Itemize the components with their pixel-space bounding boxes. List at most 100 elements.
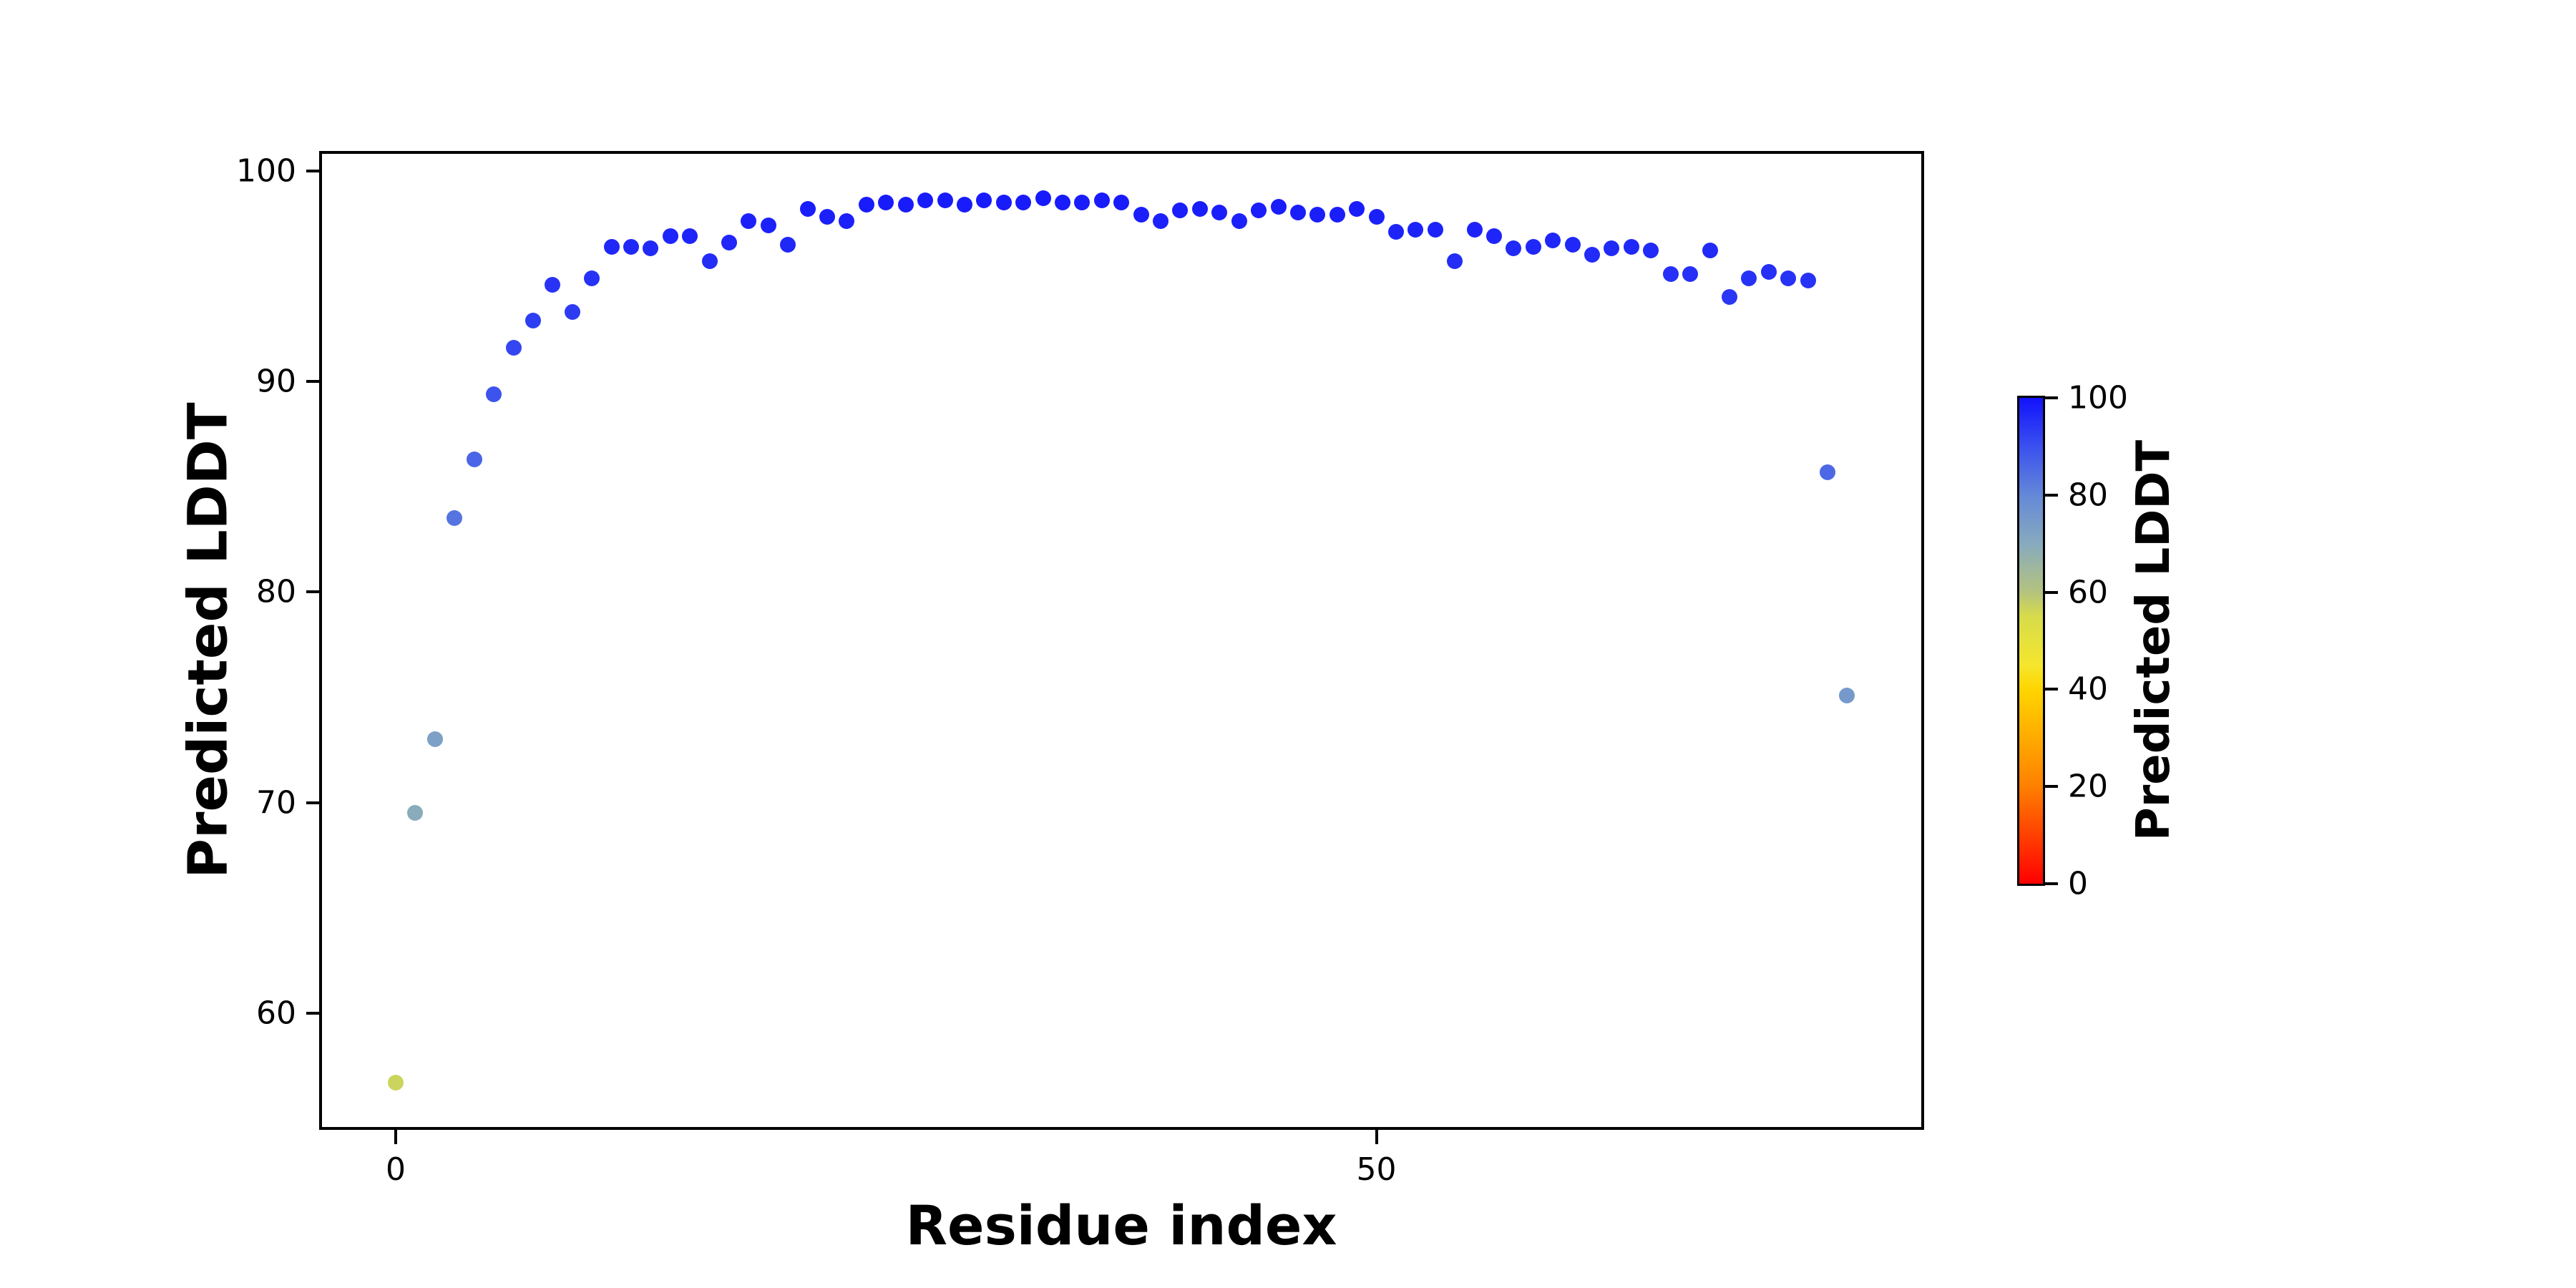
cbtick-label: 40 bbox=[2068, 670, 2108, 708]
scatter-point bbox=[701, 253, 718, 270]
x-axis-label: Residue index bbox=[905, 1194, 1337, 1257]
tick-mark bbox=[306, 169, 322, 172]
scatter-point bbox=[839, 213, 855, 230]
scatter-point bbox=[1329, 207, 1345, 223]
colorbar-gradient bbox=[2019, 398, 2043, 884]
tick-mark bbox=[306, 801, 322, 804]
scatter-point bbox=[1564, 236, 1581, 253]
scatter-point bbox=[1349, 200, 1365, 217]
colorbar-label: Predicted LDDT bbox=[2127, 439, 2180, 841]
scatter-point bbox=[603, 238, 620, 255]
scatter-point bbox=[426, 731, 443, 748]
scatter-point bbox=[1289, 205, 1306, 221]
scatter-point bbox=[1662, 265, 1679, 282]
scatter-point bbox=[662, 228, 678, 244]
scatter-point bbox=[1604, 240, 1620, 257]
scatter-point bbox=[937, 192, 953, 208]
tick-mark bbox=[2045, 688, 2058, 691]
scatter-point bbox=[976, 192, 992, 208]
scatter-point bbox=[1172, 203, 1189, 219]
scatter-point bbox=[1407, 221, 1424, 238]
scatter-point bbox=[741, 213, 757, 230]
ytick-label: 70 bbox=[256, 784, 296, 821]
scatter-point bbox=[995, 194, 1012, 210]
scatter-point bbox=[1486, 228, 1502, 244]
scatter-point bbox=[1800, 272, 1816, 288]
scatter-point bbox=[1387, 223, 1404, 240]
ytick-label: 90 bbox=[256, 363, 296, 400]
tick-mark bbox=[394, 1128, 398, 1144]
scatter-point bbox=[1466, 221, 1483, 238]
xtick-label: 0 bbox=[386, 1151, 406, 1188]
scatter-point bbox=[1721, 289, 1737, 306]
scatter-point bbox=[1682, 265, 1699, 282]
scatter-point bbox=[1153, 213, 1169, 230]
scatter-point bbox=[407, 805, 424, 821]
scatter-point bbox=[525, 312, 541, 328]
cbtick-label: 80 bbox=[2068, 477, 2108, 514]
tick-mark bbox=[2045, 396, 2058, 399]
scatter-point bbox=[1839, 687, 1855, 703]
scatter-point bbox=[1074, 194, 1091, 210]
scatter-point bbox=[878, 194, 894, 210]
scatter-point bbox=[1211, 205, 1228, 221]
scatter-point bbox=[682, 228, 698, 244]
scatter-point bbox=[819, 209, 836, 225]
xtick-label: 50 bbox=[1356, 1151, 1397, 1188]
scatter-point bbox=[1702, 243, 1718, 259]
scatter-point bbox=[917, 192, 934, 208]
scatter-point bbox=[1760, 263, 1777, 280]
scatter-point bbox=[760, 218, 776, 234]
ytick-label: 80 bbox=[256, 573, 296, 610]
scatter-point bbox=[1506, 240, 1522, 257]
scatter-point bbox=[545, 276, 561, 293]
scatter-point bbox=[1309, 207, 1326, 223]
colorbar bbox=[2017, 396, 2045, 886]
scatter-point bbox=[466, 451, 482, 467]
cbtick-label: 60 bbox=[2068, 574, 2108, 611]
scatter-point bbox=[1054, 194, 1070, 210]
tick-mark bbox=[306, 590, 322, 594]
scatter-point bbox=[1741, 270, 1757, 286]
scatter-point bbox=[1093, 192, 1110, 208]
scatter-point bbox=[1113, 194, 1130, 210]
scatter-point bbox=[1584, 247, 1601, 263]
scatter-point bbox=[1133, 207, 1149, 223]
scatter-point bbox=[897, 196, 914, 213]
scatter-point bbox=[1447, 253, 1463, 270]
scatter-point bbox=[564, 303, 580, 320]
tick-mark bbox=[306, 1012, 322, 1015]
scatter-point bbox=[623, 238, 639, 255]
tick-mark bbox=[1375, 1128, 1378, 1144]
scatter-point bbox=[447, 510, 463, 527]
ytick-label: 60 bbox=[256, 995, 296, 1032]
plot-area bbox=[319, 151, 1924, 1130]
scatter-point bbox=[1780, 270, 1797, 286]
scatter-point bbox=[643, 240, 659, 257]
scatter-point bbox=[721, 234, 738, 250]
cbtick-label: 0 bbox=[2068, 865, 2088, 902]
scatter-point bbox=[505, 339, 522, 356]
cbtick-label: 100 bbox=[2068, 379, 2128, 416]
scatter-point bbox=[1427, 221, 1443, 238]
scatter-point bbox=[1623, 238, 1639, 255]
scatter-point bbox=[1643, 243, 1659, 259]
scatter-point bbox=[1231, 213, 1247, 230]
scatter-point bbox=[1035, 190, 1051, 206]
ytick-label: 100 bbox=[236, 152, 296, 190]
tick-mark bbox=[2045, 882, 2058, 885]
scatter-point bbox=[388, 1075, 404, 1091]
scatter-point bbox=[1191, 200, 1208, 217]
scatter-point bbox=[1545, 232, 1561, 248]
scatter-point bbox=[1251, 203, 1267, 219]
tick-mark bbox=[2045, 493, 2058, 497]
scatter-point bbox=[1368, 209, 1385, 225]
scatter-point bbox=[780, 236, 796, 253]
tick-mark bbox=[2045, 590, 2058, 594]
tick-mark bbox=[306, 379, 322, 383]
scatter-point bbox=[584, 270, 600, 286]
scatter-point bbox=[1015, 194, 1032, 210]
scatter-point bbox=[858, 196, 874, 213]
scatter-point bbox=[1819, 464, 1835, 480]
